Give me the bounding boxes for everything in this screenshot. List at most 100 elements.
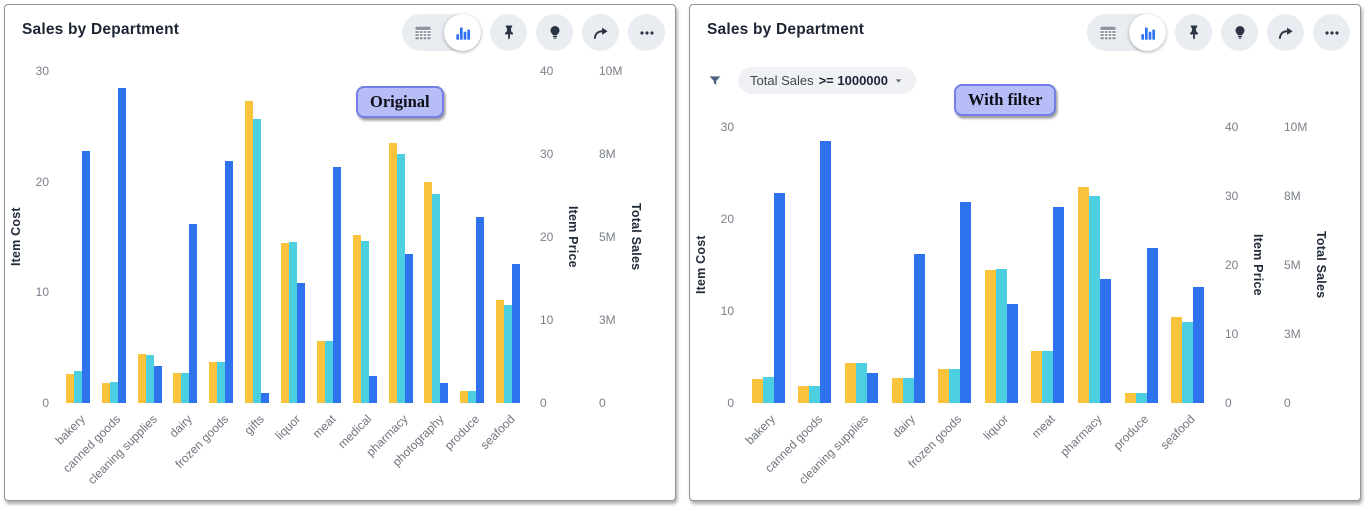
bar-total-sales[interactable] xyxy=(404,253,413,403)
bar-total-sales[interactable] xyxy=(296,283,305,403)
bar-item-cost[interactable] xyxy=(352,234,361,403)
bar-item-cost[interactable] xyxy=(1031,351,1043,403)
y-axis-ticks-total-sales: 0 3M 5M 8M 10M xyxy=(597,65,631,409)
bar-item-price[interactable] xyxy=(504,305,513,403)
bar-total-sales[interactable] xyxy=(773,193,785,403)
bar-item-price[interactable] xyxy=(324,340,333,403)
bar-item-cost[interactable] xyxy=(280,242,289,403)
x-axis-label: meat xyxy=(1029,412,1058,441)
more-options-button[interactable] xyxy=(628,14,665,51)
bar-item-price[interactable] xyxy=(855,362,867,403)
bar-item-price[interactable] xyxy=(995,269,1007,403)
bar-item-cost[interactable] xyxy=(496,300,505,403)
bar-total-sales[interactable] xyxy=(1193,287,1205,403)
table-view-button[interactable] xyxy=(1087,14,1129,51)
tick-label: 30 xyxy=(720,120,734,134)
bar-item-cost[interactable] xyxy=(460,390,469,403)
bar-item-price[interactable] xyxy=(1182,321,1194,403)
y-axis-ticks-left: 0 10 20 30 xyxy=(25,65,51,409)
bar-item-cost[interactable] xyxy=(65,374,74,403)
bar-item-cost[interactable] xyxy=(316,341,325,403)
bar-item-cost[interactable] xyxy=(891,378,903,403)
share-button[interactable] xyxy=(582,14,619,51)
bar-item-price[interactable] xyxy=(253,119,262,403)
bar-item-price[interactable] xyxy=(288,241,297,403)
bar-item-price[interactable] xyxy=(1042,351,1054,403)
bar-item-price[interactable] xyxy=(1088,196,1100,403)
bar-total-sales[interactable] xyxy=(1146,248,1158,403)
annotation-with-filter: With filter xyxy=(954,84,1057,116)
bar-total-sales[interactable] xyxy=(512,263,521,403)
more-options-button[interactable] xyxy=(1313,14,1350,51)
bar-item-cost[interactable] xyxy=(751,379,763,403)
chart-view-button[interactable] xyxy=(444,14,481,51)
bar-item-price[interactable] xyxy=(109,382,118,403)
bar-total-sales[interactable] xyxy=(1053,207,1065,403)
bar-item-cost[interactable] xyxy=(137,354,146,403)
filter-condition: >= 1000000 xyxy=(818,73,888,88)
share-arrow-icon xyxy=(1278,27,1293,39)
bar-total-sales[interactable] xyxy=(153,366,162,403)
bar-item-cost[interactable] xyxy=(245,100,254,403)
bar-chart-icon xyxy=(455,27,470,40)
bar-item-price[interactable] xyxy=(468,391,477,403)
chart-view-button[interactable] xyxy=(1129,14,1166,51)
bar-total-sales[interactable] xyxy=(368,376,377,403)
bar-total-sales[interactable] xyxy=(440,383,449,403)
y-axis-title-left: Item Cost xyxy=(694,235,708,295)
x-axis-label: liquor xyxy=(272,412,303,443)
bar-item-price[interactable] xyxy=(902,378,914,403)
bar-total-sales[interactable] xyxy=(820,140,832,403)
share-button[interactable] xyxy=(1267,14,1304,51)
bar-item-price[interactable] xyxy=(217,362,226,403)
bar-total-sales[interactable] xyxy=(261,393,270,403)
filter-chip[interactable]: Total Sales >= 1000000 xyxy=(738,67,916,94)
bar-total-sales[interactable] xyxy=(476,217,485,403)
tick-label: 10 xyxy=(720,304,734,318)
table-icon xyxy=(1100,26,1116,39)
bar-total-sales[interactable] xyxy=(81,150,90,403)
bar-total-sales[interactable] xyxy=(1099,278,1111,403)
y-axis-title-item-price: Item Price xyxy=(1251,234,1265,296)
bar-total-sales[interactable] xyxy=(332,167,341,403)
bar-item-cost[interactable] xyxy=(1077,186,1089,403)
table-view-button[interactable] xyxy=(402,14,444,51)
bar-item-cost[interactable] xyxy=(424,181,433,403)
bar-item-cost[interactable] xyxy=(173,373,182,403)
bar-item-price[interactable] xyxy=(809,385,821,403)
bar-item-cost[interactable] xyxy=(1171,317,1183,403)
insights-button[interactable] xyxy=(536,14,573,51)
bar-total-sales[interactable] xyxy=(913,253,925,403)
bar-group-gifts xyxy=(239,71,275,403)
bar-item-price[interactable] xyxy=(396,154,405,403)
chart-title: Sales by Department xyxy=(22,21,180,38)
share-arrow-icon xyxy=(593,27,608,39)
bar-item-cost[interactable] xyxy=(798,386,810,403)
bar-item-price[interactable] xyxy=(181,373,190,403)
bar-item-cost[interactable] xyxy=(101,383,110,403)
bar-item-price[interactable] xyxy=(432,193,441,403)
bar-group-seafood xyxy=(1164,127,1211,403)
bar-item-price[interactable] xyxy=(73,371,82,403)
bar-total-sales[interactable] xyxy=(960,201,972,403)
bar-item-cost[interactable] xyxy=(388,142,397,403)
bar-item-price[interactable] xyxy=(145,354,154,403)
pin-button[interactable] xyxy=(1175,14,1212,51)
bar-total-sales[interactable] xyxy=(117,87,126,403)
bar-item-price[interactable] xyxy=(360,241,369,403)
bar-item-cost[interactable] xyxy=(209,362,218,403)
insights-button[interactable] xyxy=(1221,14,1258,51)
bar-item-price[interactable] xyxy=(1135,393,1147,403)
bar-total-sales[interactable] xyxy=(1006,303,1018,403)
pin-button[interactable] xyxy=(490,14,527,51)
bar-item-cost[interactable] xyxy=(844,362,856,403)
bar-total-sales[interactable] xyxy=(189,223,198,403)
bar-item-price[interactable] xyxy=(949,369,961,403)
bar-total-sales[interactable] xyxy=(225,160,234,403)
bar-item-price[interactable] xyxy=(762,376,774,403)
bar-item-cost[interactable] xyxy=(938,368,950,403)
bar-total-sales[interactable] xyxy=(866,372,878,403)
bar-item-cost[interactable] xyxy=(984,269,996,403)
bar-item-cost[interactable] xyxy=(1124,392,1136,403)
x-axis-label: seafood xyxy=(1157,412,1198,453)
